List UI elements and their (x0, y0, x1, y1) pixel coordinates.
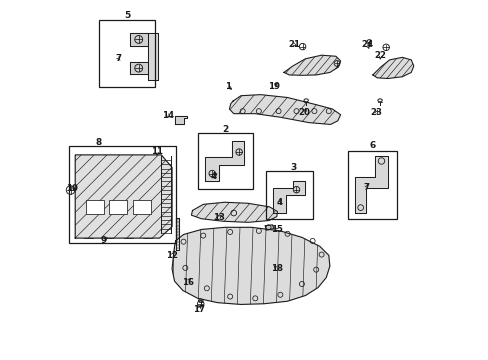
Text: 4: 4 (276, 198, 282, 207)
Text: 6: 6 (368, 141, 375, 150)
Polygon shape (284, 55, 340, 75)
Polygon shape (354, 156, 387, 213)
Text: 9: 9 (101, 236, 107, 245)
Bar (265, 171, 312, 220)
Text: 10: 10 (65, 184, 78, 193)
Polygon shape (175, 218, 178, 250)
Bar (109, 200, 127, 214)
Polygon shape (372, 57, 413, 78)
Polygon shape (147, 33, 158, 80)
Text: 20: 20 (298, 108, 310, 117)
Text: 19: 19 (267, 82, 279, 91)
Polygon shape (191, 202, 277, 222)
Text: 16: 16 (182, 278, 193, 287)
Polygon shape (129, 33, 147, 45)
Text: 24: 24 (360, 40, 372, 49)
Text: 2: 2 (222, 125, 228, 134)
Text: 12: 12 (166, 251, 178, 260)
Polygon shape (174, 116, 187, 124)
Text: 3: 3 (289, 163, 296, 172)
Text: 21: 21 (287, 40, 299, 49)
Polygon shape (75, 155, 172, 238)
Text: 4: 4 (210, 172, 217, 181)
Text: 15: 15 (270, 225, 282, 234)
Text: 5: 5 (123, 10, 130, 19)
Polygon shape (265, 225, 273, 230)
Bar (348, 151, 396, 220)
Text: 11: 11 (151, 147, 163, 156)
Text: 13: 13 (212, 213, 224, 222)
Bar (198, 134, 253, 189)
Text: 7: 7 (363, 183, 369, 192)
Polygon shape (172, 227, 329, 305)
Bar (99, 21, 155, 87)
Text: 8: 8 (95, 138, 101, 147)
Bar (86, 200, 104, 214)
Text: 17: 17 (192, 305, 204, 314)
Text: 22: 22 (374, 51, 386, 60)
Polygon shape (204, 141, 244, 181)
Text: 14: 14 (162, 111, 174, 120)
Polygon shape (129, 62, 147, 74)
Text: 1: 1 (225, 82, 231, 91)
Text: 23: 23 (370, 108, 382, 117)
Polygon shape (273, 181, 305, 213)
Text: 7: 7 (115, 54, 121, 63)
Bar (132, 200, 150, 214)
Bar (69, 146, 176, 243)
Polygon shape (229, 95, 340, 125)
Text: 18: 18 (271, 265, 283, 274)
